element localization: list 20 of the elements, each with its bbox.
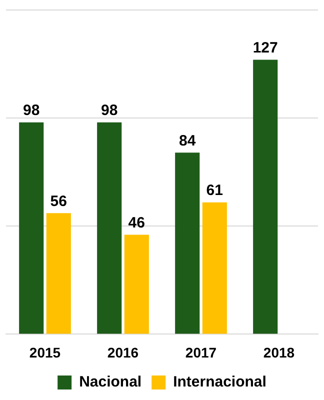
x-tick-label: 2016 [107,344,139,360]
data-label: 127 [252,39,278,56]
bar [19,122,44,334]
x-tick-label: 2015 [29,344,61,360]
bar [175,152,200,334]
data-label: 46 [128,214,145,232]
bar [253,60,278,334]
data-label: 61 [206,182,223,199]
bar [46,213,71,334]
data-label: 84 [179,132,196,150]
bar [124,234,149,334]
data-label: 56 [50,192,67,210]
bar [97,122,122,334]
bar [202,202,227,334]
data-label: 98 [101,102,118,120]
x-tick-label: 2017 [185,344,217,360]
legend-label: Internacional [173,374,266,391]
data-label: 98 [23,102,40,120]
legend-label: Nacional [79,374,142,391]
x-tick-label: 2018 [263,344,295,360]
